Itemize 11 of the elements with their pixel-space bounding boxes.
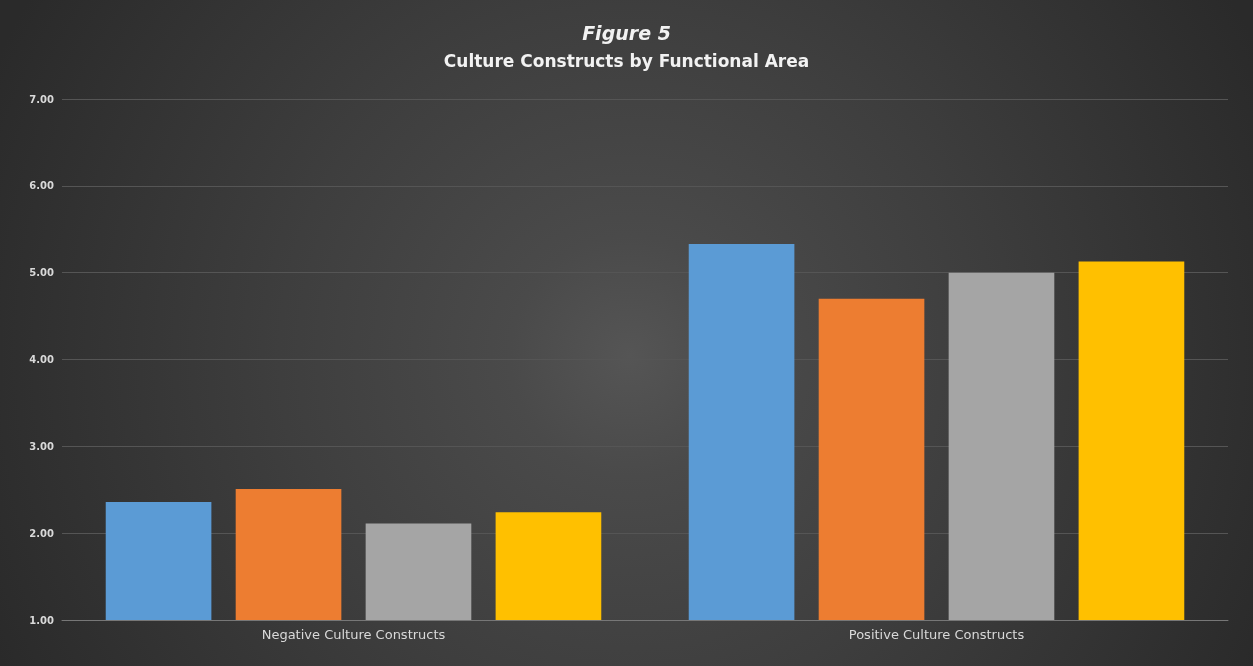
chart-subtitle: Culture Constructs by Functional Area	[443, 50, 810, 71]
y-tick-label: 6.00	[29, 180, 55, 192]
y-tick-label: 1.00	[29, 614, 55, 626]
y-tick-label: 2.00	[29, 527, 55, 539]
y-tick-label: 7.00	[29, 93, 55, 105]
y-tick-label: 5.00	[29, 267, 55, 279]
y-tick-label: 4.00	[29, 354, 55, 365]
chart-title: Figure 5	[582, 21, 671, 44]
x-tick-label: Negative Culture Constructs	[261, 627, 446, 642]
x-tick-label: Positive Culture Constructs	[848, 627, 1025, 642]
y-tick-label: 3.00	[29, 440, 55, 452]
